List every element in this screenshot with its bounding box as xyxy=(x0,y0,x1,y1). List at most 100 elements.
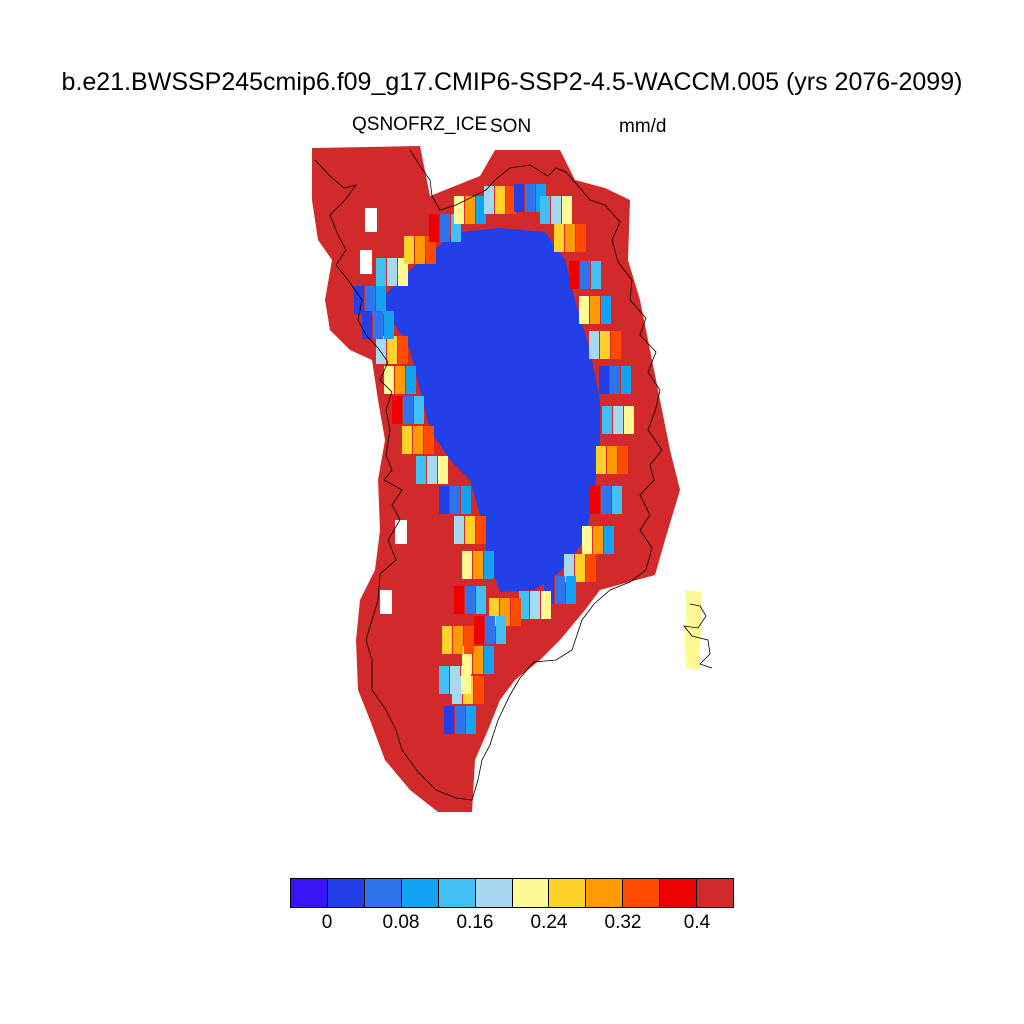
belt-cell xyxy=(484,186,494,214)
belt-cell xyxy=(444,706,454,734)
colorbar-box xyxy=(660,879,698,907)
belt-cell xyxy=(454,196,464,224)
plot-title: b.e21.BWSSP245cmip6.f09_g17.CMIP6-SSP2-4… xyxy=(61,68,963,96)
belt-cell xyxy=(582,526,592,554)
east-island xyxy=(684,590,702,670)
belt-cell xyxy=(465,196,475,224)
colorbar-box xyxy=(586,879,624,907)
belt-cell xyxy=(464,626,474,654)
colorbar-box xyxy=(401,879,439,907)
belt-cell xyxy=(610,366,620,394)
belt-cell xyxy=(580,261,590,289)
transition-belt xyxy=(354,184,634,734)
colorbar-box xyxy=(438,879,476,907)
belt-cell xyxy=(624,406,634,434)
belt-cell xyxy=(440,214,450,242)
belt-cell xyxy=(462,551,472,579)
belt-cell xyxy=(392,396,402,424)
belt-cell xyxy=(402,426,412,454)
belt-cell xyxy=(613,406,623,434)
belt-cell xyxy=(600,331,610,359)
belt-cell xyxy=(495,186,505,214)
belt-cell xyxy=(429,214,439,242)
ice-sheet-interior xyxy=(380,228,600,592)
belt-cell xyxy=(414,396,424,424)
belt-cell xyxy=(395,366,405,394)
belt-cell xyxy=(376,336,386,364)
belt-cell xyxy=(376,258,386,286)
belt-cell xyxy=(476,196,486,224)
belt-cell xyxy=(474,676,484,704)
belt-cell xyxy=(554,224,564,252)
colorbar-tick-label: 0.4 xyxy=(683,912,711,933)
belt-cell xyxy=(453,626,463,654)
belt-cell xyxy=(514,184,524,212)
belt-cell xyxy=(426,236,436,264)
colorbar-tick-label: 0 xyxy=(321,912,333,933)
colorbar-tick-label: 0.24 xyxy=(530,912,568,933)
colorbar-box xyxy=(549,879,587,907)
colorbar-tick-label: 0.32 xyxy=(604,912,642,933)
belt-cell xyxy=(454,516,464,544)
belt-cell xyxy=(454,586,464,614)
belt-cell xyxy=(466,706,476,734)
colorbar-box xyxy=(475,879,513,907)
belt-cell xyxy=(506,186,516,214)
missing-cell xyxy=(380,590,392,614)
colorbar-tick-label: 0.16 xyxy=(456,912,494,933)
belt-cell xyxy=(485,616,495,644)
belt-cell xyxy=(461,666,471,694)
units-label: mm/d xyxy=(619,116,667,137)
belt-cell xyxy=(590,486,600,514)
belt-cell xyxy=(566,576,576,604)
belt-cell xyxy=(354,286,364,314)
belt-cell xyxy=(465,586,475,614)
belt-cell xyxy=(387,258,397,286)
belt-cell xyxy=(591,261,601,289)
belt-cell xyxy=(589,331,599,359)
belt-cell xyxy=(544,576,554,604)
belt-cell xyxy=(415,236,425,264)
belt-cell xyxy=(618,446,628,474)
belt-cell xyxy=(611,331,621,359)
belt-cell xyxy=(365,286,375,314)
belt-cell xyxy=(576,224,586,252)
belt-cell xyxy=(601,296,611,324)
belt-cell xyxy=(541,591,551,619)
colorbar-box xyxy=(623,879,661,907)
belt-cell xyxy=(403,396,413,424)
belt-cell xyxy=(462,646,472,674)
belt-cell xyxy=(387,336,397,364)
belt-cell xyxy=(496,616,506,644)
belt-cell xyxy=(427,456,437,484)
belt-cell xyxy=(404,236,414,264)
belt-cell xyxy=(439,486,449,514)
belt-cell xyxy=(564,554,574,582)
belt-cell xyxy=(607,446,617,474)
colorbar xyxy=(290,878,734,908)
colorbar-box xyxy=(512,879,550,907)
belt-cell xyxy=(621,366,631,394)
belt-cell xyxy=(575,554,585,582)
belt-cell xyxy=(565,224,575,252)
belt-cell xyxy=(474,616,484,644)
season-label: SON xyxy=(490,116,532,137)
belt-cell xyxy=(511,598,521,626)
belt-cell xyxy=(604,526,614,554)
belt-cell xyxy=(416,456,426,484)
belt-cell xyxy=(455,706,465,734)
colorbar-labels: 0 0.08 0.16 0.24 0.32 0.4 xyxy=(290,912,734,936)
belt-cell xyxy=(593,526,603,554)
belt-cell xyxy=(461,486,471,514)
belt-cell xyxy=(562,196,572,224)
belt-cell xyxy=(398,336,408,364)
belt-cell xyxy=(500,598,510,626)
belt-cell xyxy=(473,551,483,579)
belt-cell xyxy=(489,598,499,626)
variable-label: QSNOFRZ_ICE xyxy=(352,114,488,135)
missing-cell xyxy=(360,250,372,274)
belt-cell xyxy=(406,366,416,394)
belt-cell xyxy=(450,486,460,514)
belt-cell xyxy=(484,551,494,579)
